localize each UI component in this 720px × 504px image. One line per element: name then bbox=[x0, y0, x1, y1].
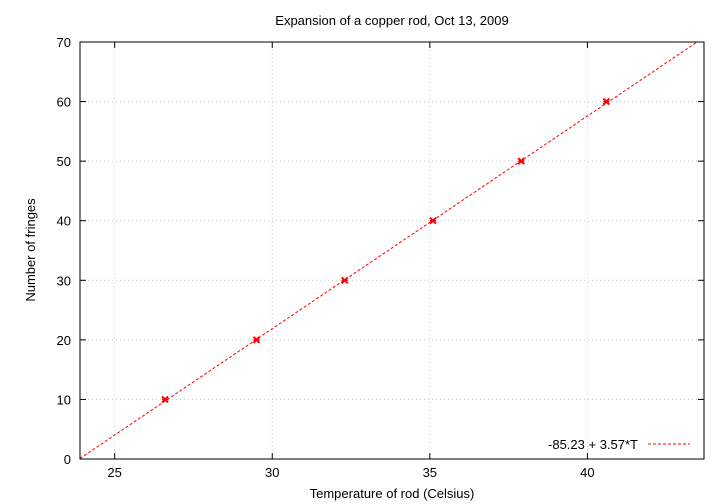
x-tick-label: 35 bbox=[423, 465, 437, 480]
plot-frame bbox=[79, 41, 705, 460]
y-tick-label: 50 bbox=[57, 154, 71, 169]
axis-ticks bbox=[80, 41, 704, 460]
x-axis-label: Temperature of rod (Celsius) bbox=[310, 486, 475, 501]
y-tick-label: 70 bbox=[57, 35, 71, 50]
y-tick-label: 10 bbox=[57, 392, 71, 407]
data-point bbox=[429, 217, 437, 225]
data-point bbox=[341, 276, 349, 284]
x-tick-label: 40 bbox=[580, 465, 594, 480]
data-point bbox=[602, 97, 611, 106]
grid bbox=[80, 42, 704, 459]
x-tick-label: 25 bbox=[107, 465, 121, 480]
legend-label-fit: -85.23 + 3.57*T bbox=[548, 437, 638, 452]
y-tick-label: 20 bbox=[57, 333, 71, 348]
y-tick-label: 30 bbox=[57, 273, 71, 288]
data-point bbox=[161, 395, 169, 404]
y-tick-label: 40 bbox=[57, 214, 71, 229]
data-points bbox=[161, 97, 611, 404]
fit-line bbox=[79, 41, 698, 459]
chart-title: Expansion of a copper rod, Oct 13, 2009 bbox=[275, 13, 508, 28]
y-tick-labels: 0 10 20 30 40 50 60 70 bbox=[57, 35, 71, 467]
y-tick-label: 0 bbox=[64, 452, 71, 467]
data-point bbox=[517, 157, 525, 165]
x-tick-label: 30 bbox=[265, 465, 279, 480]
y-axis-label: Number of fringes bbox=[23, 198, 38, 302]
y-tick-label: 60 bbox=[57, 95, 71, 110]
x-tick-labels: 25 30 35 40 bbox=[107, 465, 594, 480]
data-point bbox=[252, 336, 261, 344]
fit-line-layer bbox=[79, 41, 698, 459]
legend: -85.23 + 3.57*T bbox=[548, 437, 690, 452]
